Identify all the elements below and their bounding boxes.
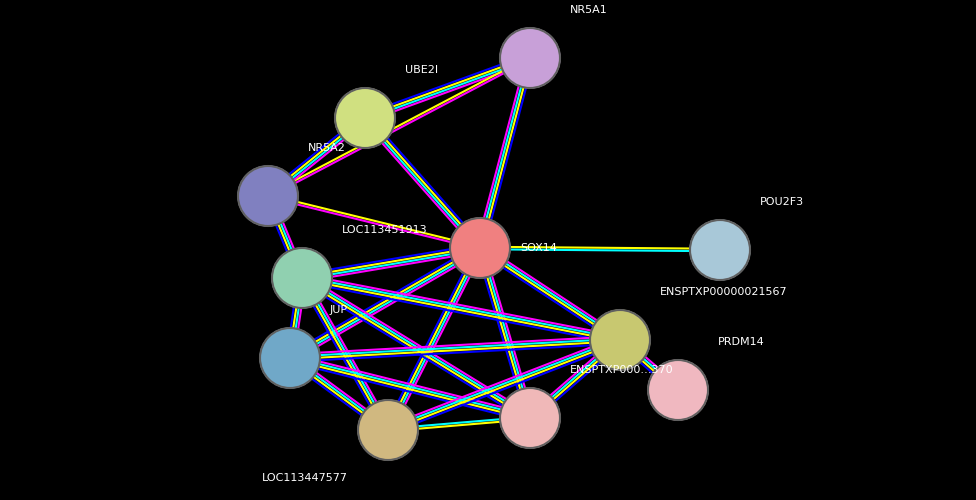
Text: SOX14: SOX14 (520, 243, 557, 253)
Circle shape (590, 310, 650, 370)
Circle shape (260, 328, 320, 388)
Text: PRDM14: PRDM14 (718, 337, 765, 347)
Text: NR5A1: NR5A1 (570, 5, 608, 15)
Circle shape (272, 248, 332, 308)
Text: POU2F3: POU2F3 (760, 197, 804, 207)
Text: UBE2I: UBE2I (405, 65, 438, 75)
Text: JUP: JUP (330, 305, 348, 315)
Text: LOC113447577: LOC113447577 (262, 473, 348, 483)
Circle shape (690, 220, 750, 280)
Circle shape (450, 218, 510, 278)
Text: NR5A2: NR5A2 (308, 143, 346, 153)
Text: ENSPTXP00000021567: ENSPTXP00000021567 (660, 287, 788, 297)
Text: LOC113451913: LOC113451913 (342, 225, 427, 235)
Circle shape (335, 88, 395, 148)
Circle shape (500, 388, 560, 448)
Text: ENSPTXP000…370: ENSPTXP000…370 (570, 365, 673, 375)
Circle shape (648, 360, 708, 420)
Circle shape (238, 166, 298, 226)
Circle shape (500, 28, 560, 88)
Circle shape (358, 400, 418, 460)
